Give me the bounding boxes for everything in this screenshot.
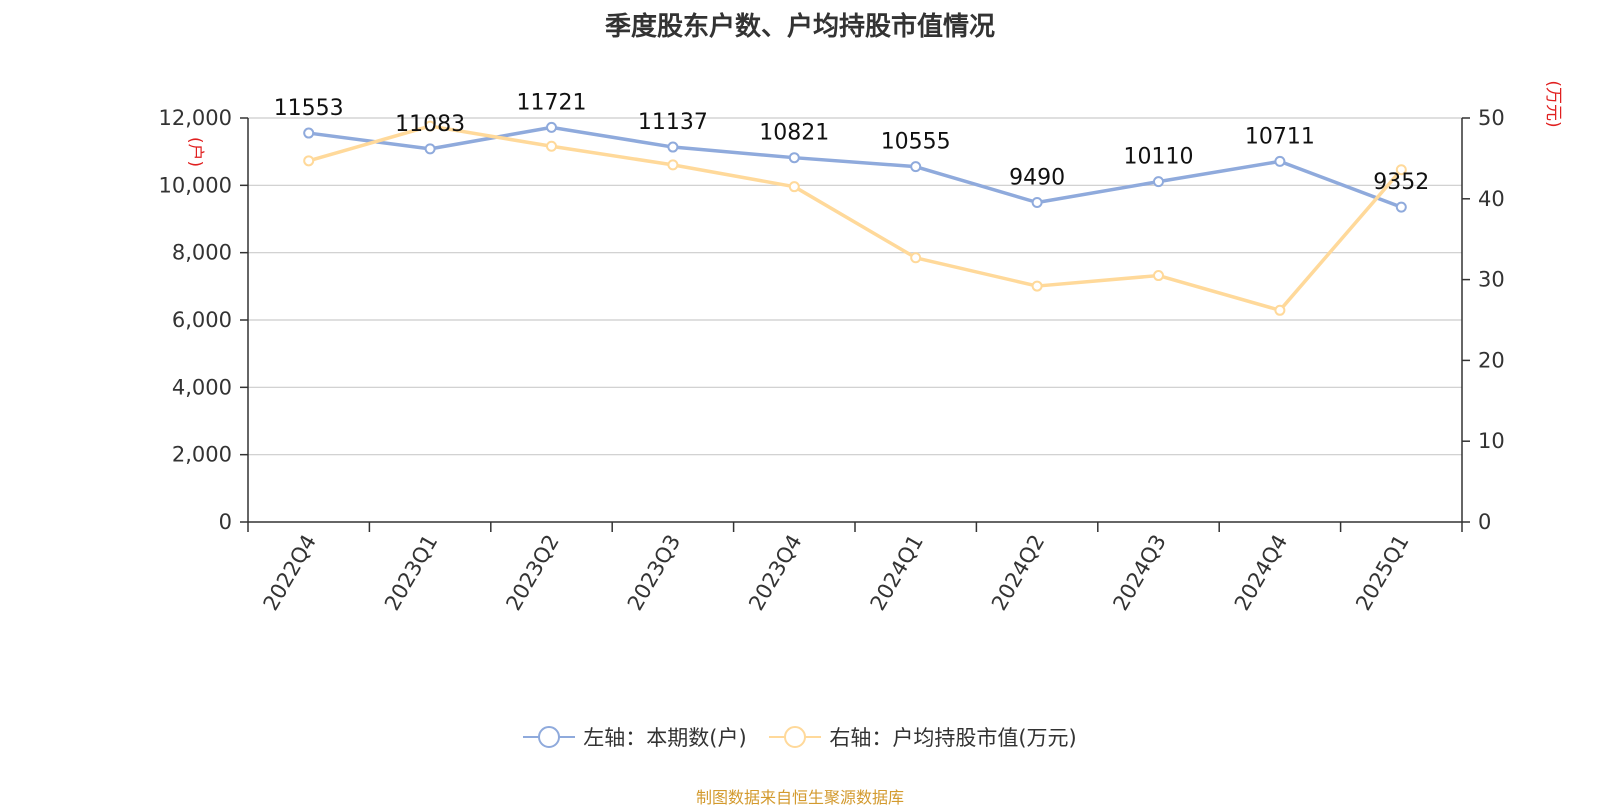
x-tick-label: 2024Q3 [1108,531,1170,615]
y-right-tick-label: 0 [1478,510,1491,534]
series-point-0 [668,143,677,152]
series-point-1 [668,160,677,169]
y-left-tick-label: 2,000 [172,443,232,467]
line-chart: 0 2,000 4,000 6,000 8,000 10,000 12,000 0 10 20 30… [0,0,1600,760]
series-point-0 [547,123,556,132]
legend-label-households: 左轴：本期数(户) [583,722,746,752]
y-right-tick-label: 50 [1478,106,1505,130]
data-label: 9352 [1373,170,1429,195]
data-label: 10110 [1124,145,1194,170]
series-point-0 [1033,198,1042,207]
series-point-1 [1154,271,1163,280]
y-right-tick-label: 10 [1478,429,1505,453]
series-point-1 [1033,282,1042,291]
series-point-0 [1275,157,1284,166]
series-point-0 [911,162,920,171]
x-tick-label: 2023Q3 [623,531,685,615]
x-tick-label: 2024Q1 [866,531,928,615]
legend-marker-avg-value [769,725,821,749]
series-line-1 [309,126,1402,310]
series-point-0 [1154,177,1163,186]
legend-item-avg-value[interactable]: 右轴：户均持股市值(万元) [769,722,1076,752]
x-tick-label: 2023Q1 [380,531,442,615]
y-right-axis-label: (万元) [1543,80,1563,127]
data-label: 11083 [395,112,465,137]
y-right-tick-label: 40 [1478,187,1505,211]
data-source: 制图数据来自恒生聚源数据库 [0,784,1600,808]
x-tick-label: 2023Q2 [501,531,563,615]
series-point-1 [304,156,313,165]
y-left-tick-label: 12,000 [159,106,232,130]
series-point-1 [1275,306,1284,315]
y-left-tick-label: 0 [219,510,232,534]
series-point-0 [1397,203,1406,212]
legend-label-avg-value: 右轴：户均持股市值(万元) [829,722,1076,752]
x-tick-label: 2025Q1 [1351,531,1413,615]
y-right-tick-label: 30 [1478,268,1505,292]
y-left-axis-label: (户) [185,137,205,167]
data-label: 11137 [638,110,708,135]
series-line-0 [309,127,1402,207]
y-right-tick-label: 20 [1478,348,1505,372]
legend: 左轴：本期数(户) 右轴：户均持股市值(万元) [0,722,1600,754]
series-point-0 [304,129,313,138]
y-left-tick-label: 8,000 [172,241,232,265]
y-left-tick-label: 10,000 [159,173,232,197]
data-label: 11721 [517,90,587,115]
series-point-0 [426,144,435,153]
x-tick-label: 2022Q4 [259,531,321,615]
series-point-1 [790,182,799,191]
y-left-tick-label: 4,000 [172,375,232,399]
series-point-1 [547,142,556,151]
data-label: 10711 [1245,124,1315,149]
legend-marker-households [523,725,575,749]
x-tick-label: 2024Q2 [987,531,1049,615]
data-label: 10555 [881,130,951,155]
series-point-0 [790,153,799,162]
data-label: 9490 [1009,166,1065,191]
series-point-1 [911,253,920,262]
x-tick-label: 2023Q4 [744,531,806,615]
data-label: 11553 [274,96,344,121]
x-tick-label: 2024Q4 [1230,531,1292,615]
legend-item-households[interactable]: 左轴：本期数(户) [523,722,746,752]
y-left-tick-label: 6,000 [172,308,232,332]
data-label: 10821 [759,121,829,146]
